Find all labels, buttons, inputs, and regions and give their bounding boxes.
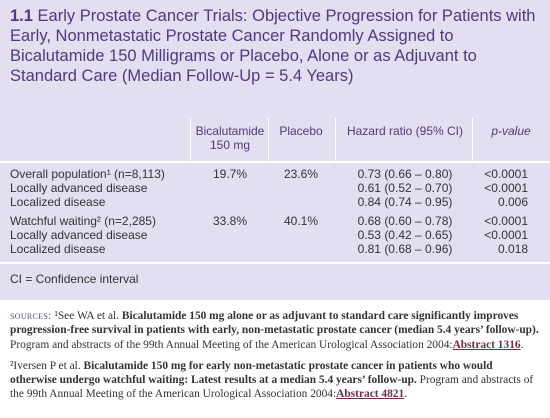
source-label: Sources: — [10, 310, 52, 322]
cell-value: <0.0001 — [484, 181, 528, 195]
cell-value: 0.61 (0.52 – 0.70) — [357, 181, 453, 195]
source-text: Program and abstracts of the 99th Annual… — [10, 338, 453, 351]
cell-value: 0.73 (0.66 – 0.80) — [357, 167, 453, 181]
divider — [0, 161, 550, 163]
source-text: Program and abstracts of the 99th Annual… — [10, 374, 534, 401]
title-number: 1.1 — [10, 7, 33, 25]
cell-value: <0.0001 — [484, 228, 528, 242]
column-header: Placebo — [279, 124, 323, 138]
row-label: Locally advanced disease — [10, 181, 148, 195]
column-header: Hazard ratio (95% CI) — [346, 124, 464, 138]
cell-value: 0.81 (0.68 – 0.96) — [357, 242, 453, 256]
source-link[interactable]: Abstract 4821 — [336, 388, 405, 401]
background-band — [0, 0, 550, 302]
cell-value: <0.0001 — [484, 167, 528, 181]
cell-value: 33.8% — [212, 214, 248, 228]
sources: Sources: ¹See WA et al. Bicalutamide 150… — [10, 309, 542, 409]
column-divider — [472, 118, 473, 162]
source-end: . — [520, 338, 524, 351]
footnote: CI = Confidence interval — [10, 272, 139, 286]
row-label: Localized disease — [10, 195, 106, 209]
column-header: p-value — [491, 124, 531, 138]
cell-value: 19.7% — [212, 167, 248, 181]
column-divider — [268, 118, 269, 162]
source-lead: ¹See WA et al. — [54, 310, 122, 322]
source-link[interactable]: Abstract 1316 — [452, 338, 521, 351]
cell-value: <0.0001 — [484, 214, 528, 228]
row-label: Watchful waiting² (n=2,285) — [10, 214, 156, 228]
divider — [0, 262, 550, 264]
source: Sources: ¹See WA et al. Bicalutamide 150… — [10, 309, 542, 352]
cell-value: 0.006 — [497, 195, 528, 209]
cell-value: 0.018 — [497, 242, 528, 256]
source-end: . — [404, 388, 408, 401]
cell-value: 0.68 (0.60 – 0.78) — [357, 214, 453, 228]
column-divider — [190, 118, 191, 162]
source-title: Bicalutamide 150 mg alone or as adjuvant… — [10, 310, 539, 337]
cell-value: 23.6% — [283, 167, 319, 181]
cell-value: 0.84 (0.74 – 0.95) — [357, 195, 453, 209]
row-label: Overall population¹ (n=8,113) — [10, 167, 165, 181]
title: 1.1 Early Prostate Cancer Trials: Object… — [10, 6, 540, 86]
source-title: Bicalutamide 150 mg for early non-metast… — [10, 359, 493, 387]
title-text: Early Prostate Cancer Trials: Objective … — [10, 7, 536, 85]
row-label: Locally advanced disease — [10, 228, 148, 242]
cell-value: 40.1% — [283, 214, 319, 228]
cell-value: 0.53 (0.42 – 0.65) — [357, 228, 453, 242]
source: ²Iversen P et al. Bicalutamide 150 mg fo… — [10, 359, 542, 402]
column-divider — [335, 118, 336, 162]
row-label: Localized disease — [10, 242, 106, 256]
source-lead: ²Iversen P et al. — [10, 359, 84, 372]
column-header: Bicalutamide 150 mg — [195, 124, 265, 152]
divider — [0, 300, 550, 302]
